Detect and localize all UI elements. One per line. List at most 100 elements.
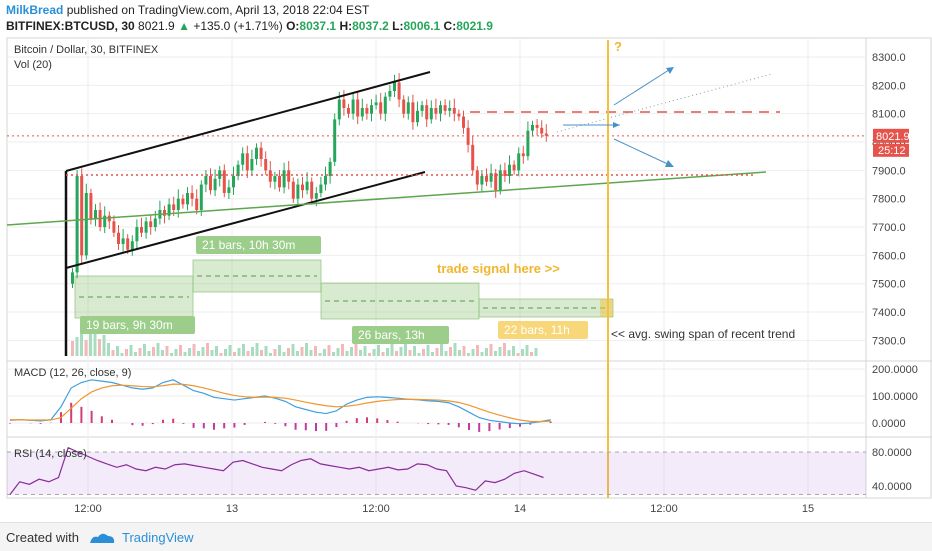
candle-body — [393, 82, 396, 92]
publish-line: MilkBread published on TradingView.com, … — [6, 3, 369, 17]
volume-bar — [291, 344, 295, 356]
candle-body — [287, 170, 291, 182]
volume-bar — [480, 352, 484, 356]
channel-top-line — [65, 71, 431, 172]
arrow-up — [613, 67, 673, 106]
volume-bar — [444, 351, 448, 356]
volume-bar — [264, 346, 268, 356]
low-label: L: — [392, 19, 404, 33]
signal-line — [10, 383, 551, 423]
volume-bar — [368, 353, 371, 356]
candle-body — [163, 210, 166, 216]
volume-bar — [525, 345, 529, 356]
candle-body — [282, 170, 286, 188]
volume-bar — [152, 347, 155, 356]
candle-body — [190, 193, 194, 199]
box-label: 22 bars, 11h — [504, 323, 570, 337]
close-label: C: — [443, 19, 457, 33]
candle-body — [324, 176, 327, 185]
volume-bar — [440, 344, 443, 356]
candle-body — [328, 161, 332, 177]
volume-bar — [458, 350, 461, 356]
candle-body — [402, 99, 406, 114]
candle-body — [130, 241, 134, 250]
volume-bar — [71, 341, 74, 356]
candle-body — [471, 144, 475, 171]
volume-bar — [269, 353, 272, 356]
volume-bar — [512, 346, 515, 356]
box-label-bg — [498, 321, 588, 339]
candle-body — [94, 210, 97, 219]
candle-body — [517, 153, 521, 171]
candle-body — [462, 116, 465, 128]
volume-bar — [219, 353, 223, 356]
candle-body — [333, 119, 337, 162]
candle-body — [351, 99, 355, 114]
candle-body — [213, 178, 217, 191]
volume-bar — [215, 346, 218, 356]
volume-bar — [120, 353, 124, 356]
candle-body — [121, 238, 125, 245]
swing-boxes — [74, 259, 614, 320]
volume-bar — [147, 351, 151, 356]
candle-body — [457, 113, 461, 117]
candle-body — [503, 170, 507, 177]
candle-body — [144, 221, 148, 233]
candle-body — [337, 99, 341, 120]
countdown-label: 25:12 — [878, 145, 906, 157]
candle-body — [222, 170, 226, 194]
tradingview-brand[interactable]: TradingView — [122, 530, 194, 545]
y-tick-label: 40.0000 — [872, 481, 912, 493]
candle-body — [489, 173, 493, 182]
volume-bars — [71, 322, 538, 356]
candle-body — [172, 204, 176, 211]
y-tick-label: 100.0000 — [872, 391, 918, 403]
volume-bar — [377, 345, 380, 356]
rsi-line — [9, 446, 544, 495]
volume-bar — [314, 346, 317, 356]
candle-body — [347, 108, 350, 114]
y-tick-label: 200.0000 — [872, 364, 918, 376]
author-name[interactable]: MilkBread — [6, 3, 64, 17]
candle-body — [448, 108, 452, 111]
volume-bar — [237, 348, 241, 356]
candle-body — [75, 176, 79, 273]
candle-body — [186, 193, 189, 205]
candle-body — [245, 153, 249, 171]
candle-body — [544, 133, 548, 136]
volume-bar — [467, 353, 470, 356]
volume-bar — [170, 353, 173, 356]
y-tick-label: 8100.0 — [872, 109, 906, 121]
candle-body — [508, 164, 511, 177]
candle-body — [204, 176, 208, 185]
volume-bar — [84, 340, 88, 356]
annotation-labels: Bitcoin / Dollar, 30, BITFINEX Vol (20) MA… — [14, 39, 795, 460]
volume-bar — [287, 348, 290, 356]
arrowhead — [666, 67, 674, 74]
volume-bar — [476, 345, 479, 356]
volume-bar — [224, 349, 227, 356]
tradingview-cloud-icon[interactable] — [88, 531, 116, 550]
x-tick-label: 14 — [514, 503, 526, 515]
box-label: 26 bars, 13h — [358, 328, 425, 342]
candle-body — [485, 176, 488, 182]
candle-body — [526, 130, 530, 157]
indicator-panes — [7, 379, 866, 495]
y-tick-label: 80.0000 — [872, 447, 912, 459]
main-title: Bitcoin / Dollar, 30, BITFINEX — [14, 44, 159, 56]
volume-bar — [98, 339, 101, 356]
candle-body — [80, 176, 84, 256]
volume-bar — [327, 345, 331, 356]
volume-bar — [363, 346, 367, 356]
candle-body — [521, 153, 525, 157]
volume-bar — [318, 353, 322, 356]
chart-area[interactable]: 12:00 13 12:00 14 12:00 15 7300.0 7400.0 7500.0 7… — [0, 0, 932, 522]
candle-body — [296, 184, 300, 199]
volume-bar — [255, 343, 259, 356]
y-tick-label: 7700.0 — [872, 222, 906, 234]
volume-bar — [435, 348, 439, 356]
volume-bar — [75, 337, 79, 356]
price-marker — [873, 128, 909, 143]
candle-body — [278, 176, 281, 188]
volume-label: Vol (20) — [14, 59, 52, 71]
